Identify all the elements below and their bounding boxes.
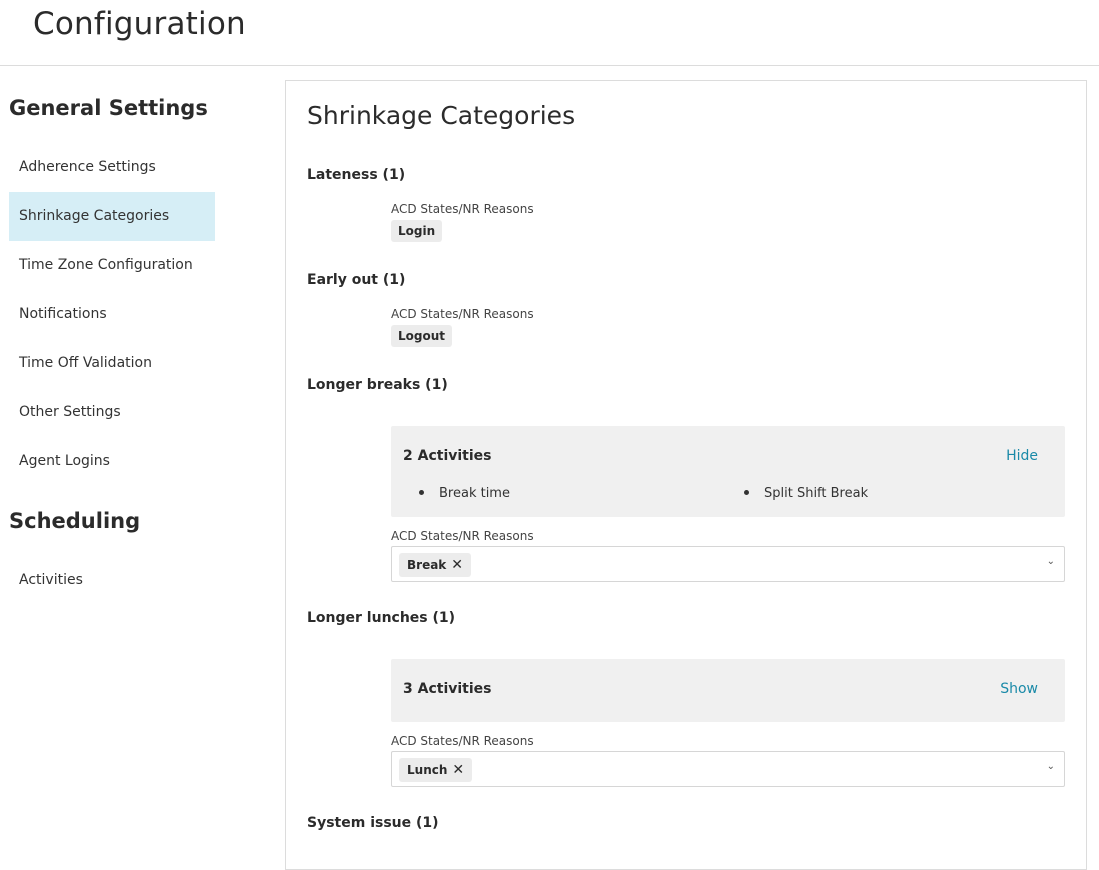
activity-item: Split Shift Break: [744, 486, 868, 501]
panel-title: Shrinkage Categories: [307, 101, 576, 130]
activities-show-link[interactable]: Show: [1000, 681, 1038, 697]
acd-states-select-lunches[interactable]: Lunch ✕ ⌄: [391, 751, 1065, 787]
category-title-longer-breaks: Longer breaks (1): [307, 377, 448, 393]
field-label: ACD States/NR Reasons: [391, 202, 534, 216]
field-label: ACD States/NR Reasons: [391, 529, 534, 543]
sidebar-item-time-off-validation[interactable]: Time Off Validation: [19, 355, 152, 371]
sidebar-item-agent-logins[interactable]: Agent Logins: [19, 453, 110, 469]
selected-chip-break: Break ✕: [399, 553, 472, 577]
sidebar: General Settings Adherence Settings Shri…: [0, 66, 270, 851]
category-title-system-issue: System issue (1): [307, 815, 439, 831]
activity-item: Break time: [419, 486, 510, 501]
activities-hide-link[interactable]: Hide: [1006, 448, 1038, 464]
activities-count: 2 Activities: [403, 448, 492, 464]
sidebar-item-notifications[interactable]: Notifications: [19, 306, 107, 322]
field-label: ACD States/NR Reasons: [391, 734, 534, 748]
chevron-down-icon[interactable]: ⌄: [1046, 761, 1055, 772]
bullet-icon: [744, 490, 749, 495]
sidebar-item-shrinkage-categories[interactable]: Shrinkage Categories: [9, 192, 215, 241]
sidebar-heading-scheduling: Scheduling: [9, 509, 141, 533]
close-icon[interactable]: ✕: [451, 557, 464, 573]
sidebar-item-activities[interactable]: Activities: [19, 572, 83, 588]
shrinkage-categories-panel: Shrinkage Categories Lateness (1) ACD St…: [285, 80, 1087, 870]
reason-chip-login: Login: [391, 220, 443, 242]
category-title-lateness: Lateness (1): [307, 167, 406, 183]
sidebar-heading-general: General Settings: [9, 96, 208, 120]
activities-count: 3 Activities: [403, 681, 492, 697]
acd-states-select-breaks[interactable]: Break ✕ ⌄: [391, 546, 1065, 582]
selected-chip-lunch: Lunch ✕: [399, 758, 473, 782]
sidebar-item-time-zone-configuration[interactable]: Time Zone Configuration: [19, 257, 193, 273]
bullet-icon: [419, 490, 424, 495]
category-title-longer-lunches: Longer lunches (1): [307, 610, 456, 626]
activities-box-breaks: 2 Activities Hide Break time Split Shift…: [391, 426, 1065, 517]
page-header: Configuration: [0, 0, 1099, 66]
category-title-early-out: Early out (1): [307, 272, 406, 288]
chevron-down-icon[interactable]: ⌄: [1046, 556, 1055, 567]
close-icon[interactable]: ✕: [452, 762, 465, 778]
field-label: ACD States/NR Reasons: [391, 307, 534, 321]
sidebar-item-adherence-settings[interactable]: Adherence Settings: [19, 159, 156, 175]
page-title: Configuration: [33, 6, 246, 42]
activities-box-lunches: 3 Activities Show: [391, 659, 1065, 722]
sidebar-item-other-settings[interactable]: Other Settings: [19, 404, 121, 420]
reason-chip-logout: Logout: [391, 325, 453, 347]
